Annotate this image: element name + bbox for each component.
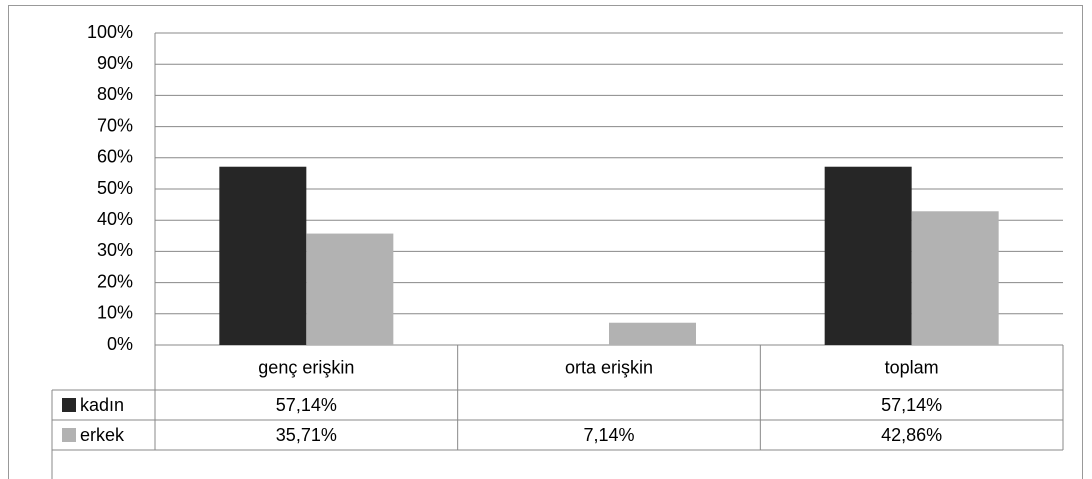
chart-border <box>8 5 1083 479</box>
legend-label: erkek <box>80 425 125 445</box>
y-tick-label: 60% <box>97 147 133 167</box>
y-tick-label: 80% <box>97 84 133 104</box>
table-cell: 7,14% <box>583 425 634 445</box>
y-tick-label: 10% <box>97 303 133 323</box>
table-cell: 57,14% <box>276 395 337 415</box>
bar <box>609 322 696 345</box>
x-tick-label: orta erişkin <box>565 357 653 377</box>
y-tick-label: 90% <box>97 53 133 73</box>
y-tick-label: 100% <box>87 22 133 42</box>
legend-key <box>62 428 76 442</box>
y-tick-label: 30% <box>97 240 133 260</box>
y-tick-label: 70% <box>97 115 133 135</box>
bar <box>911 211 999 345</box>
y-tick-label: 40% <box>97 209 133 229</box>
y-tick-label: 50% <box>97 178 133 198</box>
y-tick-label: 0% <box>107 334 133 354</box>
bar <box>219 166 307 345</box>
table-cell: 42,86% <box>881 425 942 445</box>
bar <box>306 233 394 345</box>
table-cell: 57,14% <box>881 395 942 415</box>
x-tick-label: genç erişkin <box>258 357 354 377</box>
table-cell: 35,71% <box>276 425 337 445</box>
x-tick-label: toplam <box>885 357 939 377</box>
bar <box>824 166 912 345</box>
y-tick-label: 20% <box>97 271 133 291</box>
legend-label: kadın <box>80 395 124 415</box>
legend-key <box>62 398 76 412</box>
